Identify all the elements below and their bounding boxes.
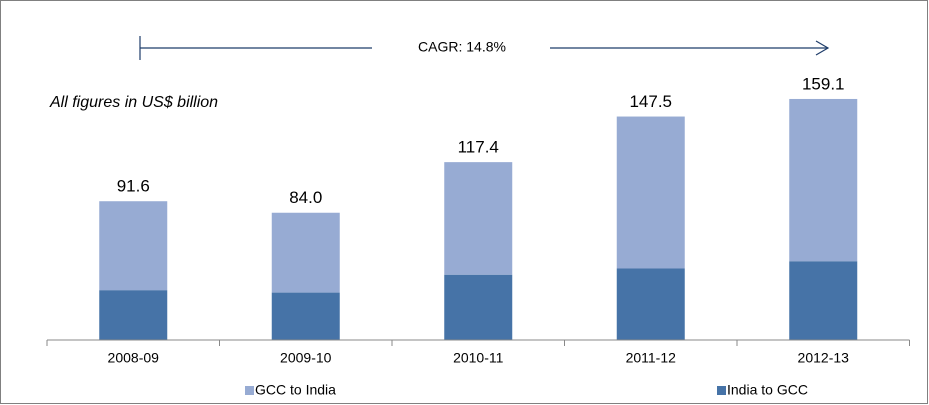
cagr-arrow [139, 36, 830, 60]
legend-label: GCC to India [255, 382, 336, 398]
total-label: 84.0 [289, 188, 322, 207]
bar-segment [99, 290, 168, 340]
x-tick-label: 2011-12 [626, 350, 677, 366]
bar-segment [789, 261, 858, 340]
bar-segment [789, 98, 858, 262]
bar-segment [616, 268, 685, 340]
bar-segment [444, 274, 513, 340]
total-label: 159.1 [802, 74, 845, 93]
bar-segment [271, 292, 340, 340]
bar-segment [271, 212, 340, 293]
bar-segment [444, 162, 513, 275]
total-label: 91.6 [117, 177, 150, 196]
total-label: 147.5 [629, 92, 672, 111]
legend-swatch [717, 386, 726, 395]
legend-label: India to GCC [727, 382, 808, 398]
x-tick-label: 2010-11 [453, 350, 504, 366]
total-label: 117.4 [458, 138, 499, 157]
legend-swatch [245, 386, 254, 395]
bar-segment [99, 201, 168, 291]
x-tick-label: 2012-13 [798, 350, 850, 366]
subtitle: All figures in US$ billion [49, 94, 218, 111]
x-tick-label: 2009-10 [280, 350, 332, 366]
cagr-label: CAGR: 14.8% [418, 39, 506, 55]
x-tick-label: 2008-09 [108, 350, 160, 366]
bar-segment [616, 116, 685, 269]
